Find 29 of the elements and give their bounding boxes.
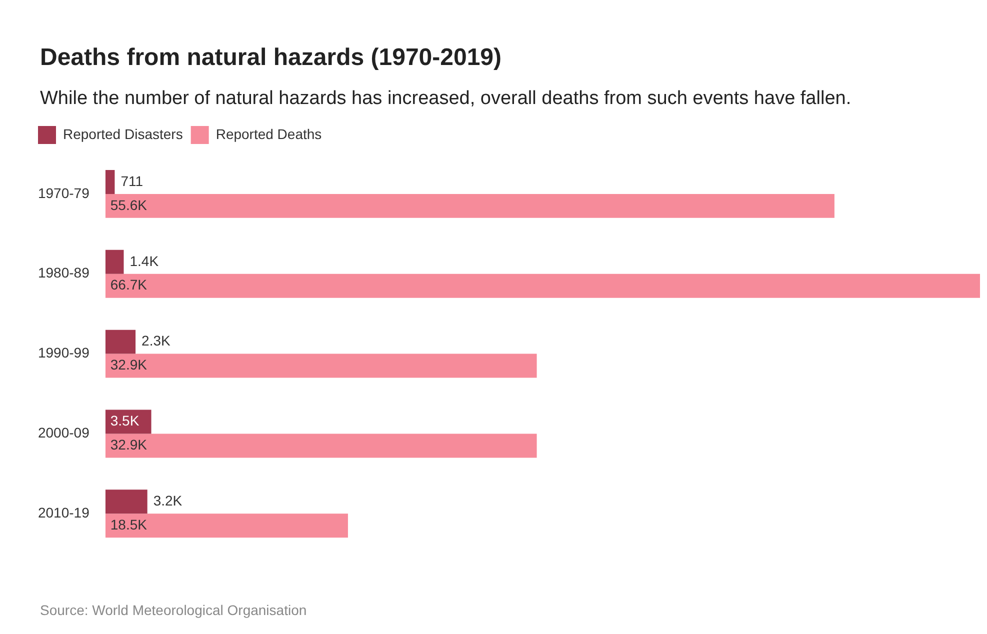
bar [105, 434, 537, 458]
data-label: 1.4K [130, 252, 160, 269]
bar [105, 274, 980, 298]
bar [105, 490, 148, 514]
data-label: 18.5K [110, 516, 148, 532]
legend-label: Reported Deaths [216, 126, 322, 142]
chart-subtitle: While the number of natural hazards has increased, overall deaths from such events have fallen. [40, 88, 852, 110]
bar [105, 170, 115, 194]
data-label: 55.6K [110, 196, 148, 213]
bar [105, 354, 537, 378]
bar [105, 194, 834, 218]
data-label: 2.3K [142, 332, 171, 349]
bar [105, 250, 124, 274]
y-tick-label: 1980-89 [38, 264, 90, 281]
data-label: 3.5K [110, 412, 140, 429]
bar [105, 330, 136, 354]
bar [105, 514, 348, 538]
y-tick-label: 1970-79 [38, 184, 90, 201]
data-label: 32.9K [110, 436, 148, 453]
data-label: 32.9K [110, 356, 148, 373]
data-label: 711 [120, 172, 144, 189]
legend-label: Reported Disasters [63, 126, 183, 142]
y-tick-label: 2000-09 [38, 424, 90, 441]
data-label: 3.2K [153, 492, 183, 509]
y-tick-label: 1990-99 [38, 344, 90, 361]
chart-title: Deaths from natural hazards (1970-2019) [40, 44, 502, 72]
source-note: Source: World Meteorological Organisation [40, 602, 307, 618]
data-label: 66.7K [110, 276, 148, 293]
y-tick-label: 2010-19 [38, 504, 90, 520]
